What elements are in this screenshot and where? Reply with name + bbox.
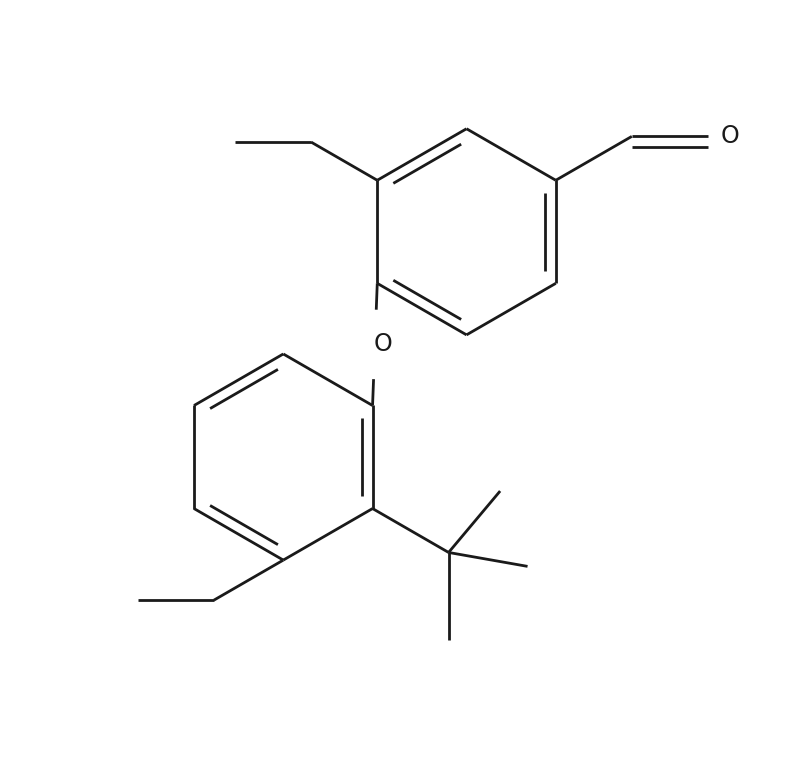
Text: O: O	[720, 125, 739, 148]
Text: O: O	[374, 332, 392, 356]
